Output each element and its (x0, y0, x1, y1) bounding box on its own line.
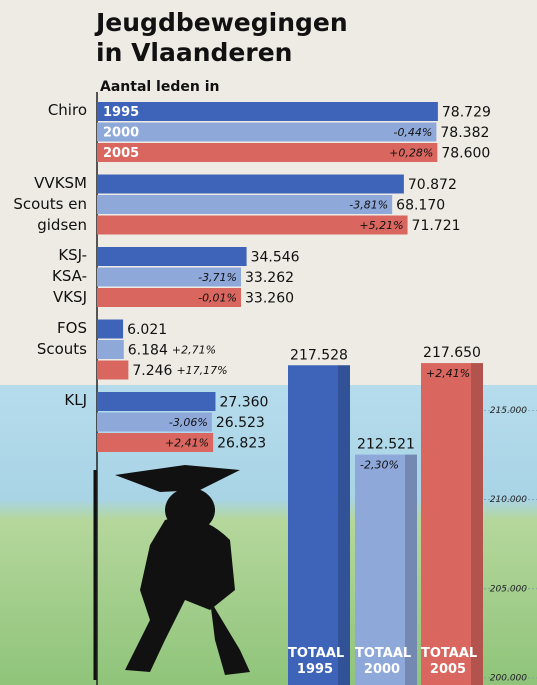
bar-side (405, 454, 417, 685)
bar (97, 340, 124, 359)
bar (97, 102, 438, 121)
bar-side (471, 363, 483, 685)
bar (288, 365, 350, 685)
value-label: 26.523 (216, 415, 265, 431)
category-label: KSJ- KSA- VKSJ (52, 246, 87, 306)
bar (97, 360, 129, 380)
change-label: +2,41% (426, 367, 470, 380)
x-tick-label: TOTAAL 2005 (421, 646, 478, 677)
bar (97, 319, 124, 339)
bar (97, 267, 242, 287)
value-label: 217.528 (290, 347, 348, 363)
change-label: +5,21% (359, 219, 403, 232)
legend-label: 2005 (103, 146, 139, 161)
bar (97, 195, 393, 214)
change-label: -3,71% (198, 271, 237, 284)
value-label: 26.823 (217, 436, 266, 452)
chart-title: Jeugdbewegingen in Vlaanderen (96, 8, 348, 67)
value-label: 34.546 (251, 250, 300, 266)
value-label: 70.872 (408, 177, 457, 193)
y-tick-label: 205.000 (490, 584, 527, 594)
bar (97, 143, 438, 162)
change-label: -3,06% (169, 416, 208, 429)
value-label: 6.021 (127, 322, 167, 338)
bar (97, 174, 404, 194)
y-tick-label: 215.000 (490, 406, 527, 416)
bar (355, 454, 417, 685)
bar (97, 392, 216, 411)
change-label: -2,30% (360, 459, 399, 472)
category-label: KLJ (64, 391, 87, 409)
legend-label: 2000 (103, 126, 139, 141)
value-label: 27.360 (219, 395, 268, 411)
change-label: +0,28% (389, 147, 433, 160)
silhouette (93, 465, 250, 680)
value-label: 71.721 (412, 218, 461, 234)
change-label: +2,71% (172, 344, 216, 357)
change-label: -3,81% (349, 199, 388, 212)
bar (421, 363, 483, 685)
x-tick-label: TOTAAL 1995 (288, 646, 345, 677)
y-tick-label: 200.000 (490, 674, 527, 684)
value-label: 78.729 (442, 105, 491, 121)
change-label: -0,44% (393, 126, 432, 139)
bar-side (338, 365, 350, 685)
subtitle: Aantal leden in (100, 79, 220, 95)
bar (97, 122, 437, 142)
bar (97, 412, 212, 432)
bar (97, 247, 247, 266)
change-label: +2,41% (165, 437, 209, 450)
value-label: 212.521 (357, 437, 415, 453)
change-label: -0,01% (198, 292, 237, 305)
change-label: +17,17% (176, 364, 227, 377)
value-label: 33.262 (245, 270, 294, 286)
y-tick-label: 210.000 (490, 495, 527, 505)
value-label: 68.170 (396, 198, 445, 214)
value-label: 33.260 (245, 291, 294, 307)
value-label: 7.246 (132, 363, 172, 379)
category-label: FOS Scouts (36, 318, 87, 358)
category-label: VVKSM Scouts en gidsen (13, 173, 87, 234)
value-label: 217.650 (423, 345, 481, 361)
bar (97, 215, 408, 235)
legend-label: 1995 (103, 105, 139, 120)
x-tick-label: TOTAAL 2000 (355, 646, 412, 677)
value-label: 78.382 (440, 125, 489, 141)
value-label: 6.184 (128, 343, 168, 359)
category-label: Chiro (47, 101, 87, 119)
bar (97, 288, 242, 307)
value-label: 78.600 (441, 146, 490, 162)
bar (97, 433, 214, 452)
